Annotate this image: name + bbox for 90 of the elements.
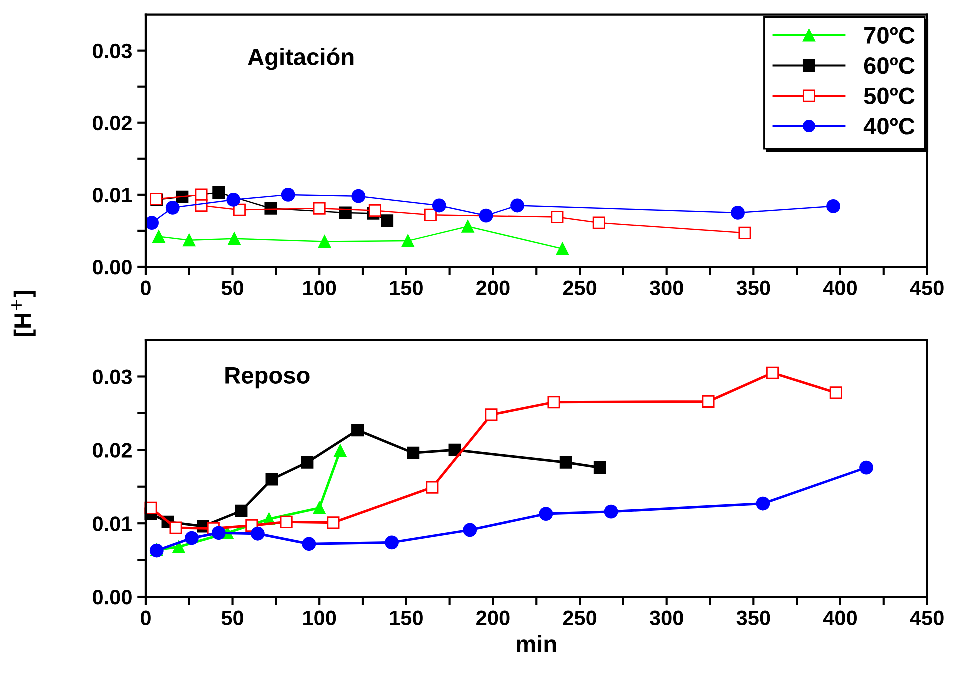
point (212, 526, 226, 540)
point (448, 444, 462, 456)
point (407, 446, 420, 460)
x-tick-label: 50 (222, 280, 244, 296)
point (560, 456, 572, 469)
point (313, 202, 326, 215)
x-tick-label: 300 (650, 280, 684, 296)
point (860, 460, 874, 475)
point (702, 395, 715, 408)
x-tick-label: 200 (476, 280, 510, 296)
legend-label: 50ºC (864, 88, 915, 105)
point (166, 200, 180, 215)
point (251, 526, 265, 541)
point (334, 444, 347, 458)
y-tick-label: 0.02 (93, 443, 132, 458)
x-tick-label: 300 (650, 610, 684, 626)
point (510, 198, 524, 213)
x-tick-label: 0 (140, 610, 151, 626)
legend-label: 70ºC (864, 27, 915, 44)
point (432, 198, 446, 213)
x-tick-label: 250 (563, 280, 597, 296)
y-tick-label: 0.00 (93, 260, 132, 275)
point (318, 236, 332, 248)
point (280, 516, 293, 528)
point (266, 473, 278, 486)
y-tick-label: 0.03 (93, 44, 132, 59)
x-tick-label: 150 (390, 280, 423, 296)
point (830, 386, 842, 400)
point (756, 496, 770, 511)
point (381, 214, 394, 228)
point (313, 502, 326, 514)
point (152, 230, 166, 243)
point (352, 424, 364, 437)
point (826, 200, 840, 214)
point (548, 396, 560, 409)
y-tick-label: 0.02 (93, 116, 132, 131)
x-axis-title: min (517, 635, 556, 652)
y-tick-label: 0.01 (93, 516, 132, 532)
x-tick-label: 450 (910, 610, 944, 626)
x-tick-label: 250 (563, 610, 597, 626)
point (185, 531, 199, 546)
point (402, 234, 414, 248)
y-tick-label: 0.03 (93, 370, 132, 385)
point (235, 504, 248, 518)
x-tick-label: 400 (823, 610, 857, 626)
point (539, 507, 554, 521)
point (301, 456, 314, 469)
point (731, 206, 745, 220)
x-tick-label: 450 (910, 280, 944, 296)
y-axis-title: [H$^{+}$] (12, 291, 36, 336)
point (281, 188, 296, 202)
legend-label: 60ºC (864, 58, 915, 74)
y-tick-label: 0.00 (93, 590, 132, 605)
point (172, 540, 186, 554)
x-tick-label: 100 (304, 280, 336, 296)
point (212, 186, 226, 200)
point (485, 408, 498, 422)
point (226, 193, 241, 207)
x-tick-label: 100 (304, 610, 336, 626)
point (183, 234, 196, 247)
point (592, 216, 606, 230)
point (368, 204, 382, 218)
x-tick-label: 350 (736, 610, 770, 626)
point (594, 462, 606, 474)
annotation: Reposo (226, 367, 310, 389)
x-tick-label: 0 (140, 280, 151, 296)
x-tick-label: 50 (222, 610, 244, 626)
annotation: Agitación (248, 48, 354, 70)
x-tick-label: 200 (476, 610, 510, 626)
point (479, 208, 494, 223)
point (556, 242, 569, 256)
y-tick-label: 0.01 (93, 188, 132, 203)
x-tick-label: 400 (823, 280, 857, 296)
point (766, 366, 780, 380)
point (228, 232, 241, 246)
point (462, 220, 474, 233)
x-tick-label: 350 (736, 280, 770, 296)
point (264, 202, 278, 215)
point (738, 226, 752, 240)
point (302, 537, 316, 552)
point (145, 216, 159, 230)
point (170, 522, 182, 534)
legend-label: 40ºC (864, 118, 915, 135)
point (352, 189, 366, 204)
point (385, 536, 399, 550)
x-tick-label: 150 (390, 610, 423, 626)
point (604, 504, 618, 519)
point (327, 516, 340, 530)
point (426, 481, 439, 494)
point (463, 523, 478, 538)
